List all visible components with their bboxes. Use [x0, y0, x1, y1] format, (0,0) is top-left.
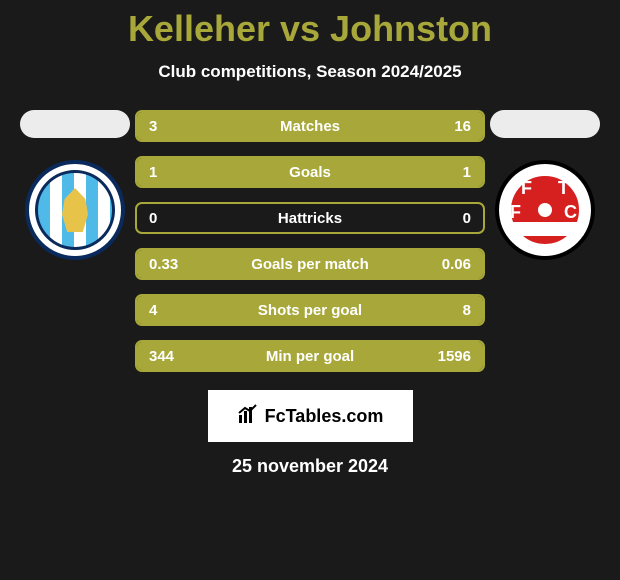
stat-row: 0.33Goals per match0.06	[135, 248, 485, 280]
subtitle: Club competitions, Season 2024/2025	[0, 62, 620, 82]
stat-right-value: 0	[431, 210, 471, 227]
stat-label: Goals	[189, 164, 431, 181]
stat-row: 4Shots per goal8	[135, 294, 485, 326]
stat-row: 1Goals1	[135, 156, 485, 188]
brand-text: FcTables.com	[265, 406, 384, 427]
stat-label: Min per goal	[189, 348, 431, 365]
player-right-tag	[490, 110, 600, 138]
stat-row: 3Matches16	[135, 110, 485, 142]
club-badge-left	[25, 160, 125, 260]
comparison-row: 3Matches16 1Goals1 0Hattricks0 0.33Goals pe…	[0, 110, 620, 372]
infographic-container: Kelleher vs Johnston Club competitions, …	[0, 0, 620, 477]
stat-left-value: 4	[149, 302, 189, 319]
stat-right-value: 1	[431, 164, 471, 181]
stat-left-value: 0	[149, 210, 189, 227]
date-label: 25 november 2024	[0, 456, 620, 477]
stat-label: Hattricks	[189, 210, 431, 227]
stat-right-value: 8	[431, 302, 471, 319]
stat-label: Shots per goal	[189, 302, 431, 319]
stat-left-value: 1	[149, 164, 189, 181]
player-left-tag	[20, 110, 130, 138]
player-right-column: F T F C	[485, 110, 605, 260]
stat-label: Goals per match	[189, 256, 431, 273]
stat-left-value: 0.33	[149, 256, 189, 273]
stat-row: 344Min per goal1596	[135, 340, 485, 372]
stat-row: 0Hattricks0	[135, 202, 485, 234]
page-title: Kelleher vs Johnston	[0, 8, 620, 50]
stat-left-value: 344	[149, 348, 189, 365]
player-left-column	[15, 110, 135, 260]
stat-right-value: 0.06	[431, 256, 471, 273]
stat-left-value: 3	[149, 118, 189, 135]
stats-table: 3Matches16 1Goals1 0Hattricks0 0.33Goals pe…	[135, 110, 485, 372]
stat-label: Matches	[189, 118, 431, 135]
brand-badge: FcTables.com	[208, 390, 413, 442]
club-badge-right: F T F C	[495, 160, 595, 260]
stat-right-value: 16	[431, 118, 471, 135]
stat-right-value: 1596	[431, 348, 471, 365]
chart-icon	[237, 403, 259, 430]
